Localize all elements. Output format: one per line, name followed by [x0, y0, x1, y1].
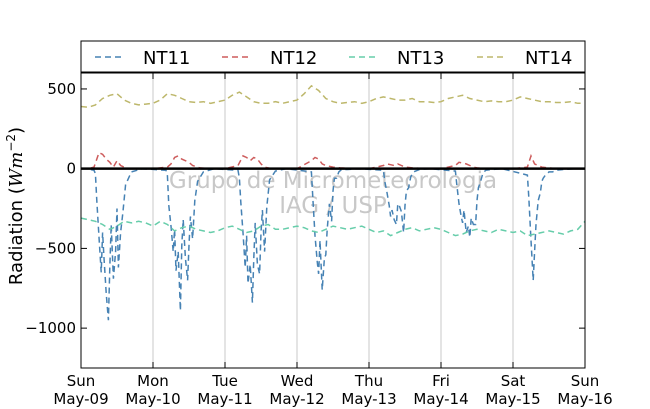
- x-tick-label-day: Tue: [211, 372, 238, 390]
- y-tick-label: 500: [47, 80, 76, 98]
- x-tick-label-day: Thu: [354, 372, 383, 390]
- y-tick-label: 0: [66, 160, 76, 178]
- legend-label-nt13: NT13: [397, 48, 444, 69]
- y-axis: 500 0 −500 −1000: [25, 80, 585, 337]
- series-line-nt14: [80, 84, 585, 109]
- series-line-nt11: [81, 167, 575, 321]
- y-axis-label-prefix: Radiation (: [6, 187, 27, 285]
- x-tick-label-date: May-10: [125, 390, 180, 408]
- y-axis-label-suffix: ): [6, 127, 27, 134]
- x-tick-label-day: Sun: [571, 372, 600, 390]
- x-tick-label-date: May-09: [53, 390, 108, 408]
- x-tick-label-day: Mon: [137, 372, 169, 390]
- x-axis: SunMay-09MonMay-10TueMay-11WedMay-12ThuM…: [53, 73, 613, 408]
- series-line-nt12: [81, 151, 585, 170]
- y-tick-label: −1000: [25, 319, 76, 337]
- y-axis-label: Radiation (Wm−2): [4, 127, 27, 285]
- x-grid: [152, 73, 514, 368]
- x-tick-label-date: May-13: [341, 390, 396, 408]
- x-tick-label-day: Wed: [281, 372, 314, 390]
- y-axis-label-unit: Wm: [6, 152, 27, 188]
- x-tick-label-date: May-11: [197, 390, 252, 408]
- legend: NT11 NT12 NT13 NT14: [80, 40, 586, 73]
- legend-label-nt12: NT12: [270, 48, 317, 69]
- x-tick-label-date: May-15: [485, 390, 540, 408]
- y-axis-label-exponent: −2: [4, 134, 18, 152]
- legend-label-nt14: NT14: [525, 48, 572, 69]
- x-tick-label-day: Sun: [67, 372, 96, 390]
- x-tick-label-date: May-14: [413, 390, 468, 408]
- x-tick-label-day: Fri: [432, 372, 450, 390]
- legend-label-nt11: NT11: [143, 48, 190, 69]
- series-line-nt13: [80, 217, 586, 237]
- plot-frame: [80, 72, 586, 369]
- x-tick-label-date: May-16: [557, 390, 612, 408]
- x-tick-label-date: May-12: [269, 390, 324, 408]
- x-tick-label-day: Sat: [501, 372, 526, 390]
- y-tick-label: −500: [35, 239, 76, 257]
